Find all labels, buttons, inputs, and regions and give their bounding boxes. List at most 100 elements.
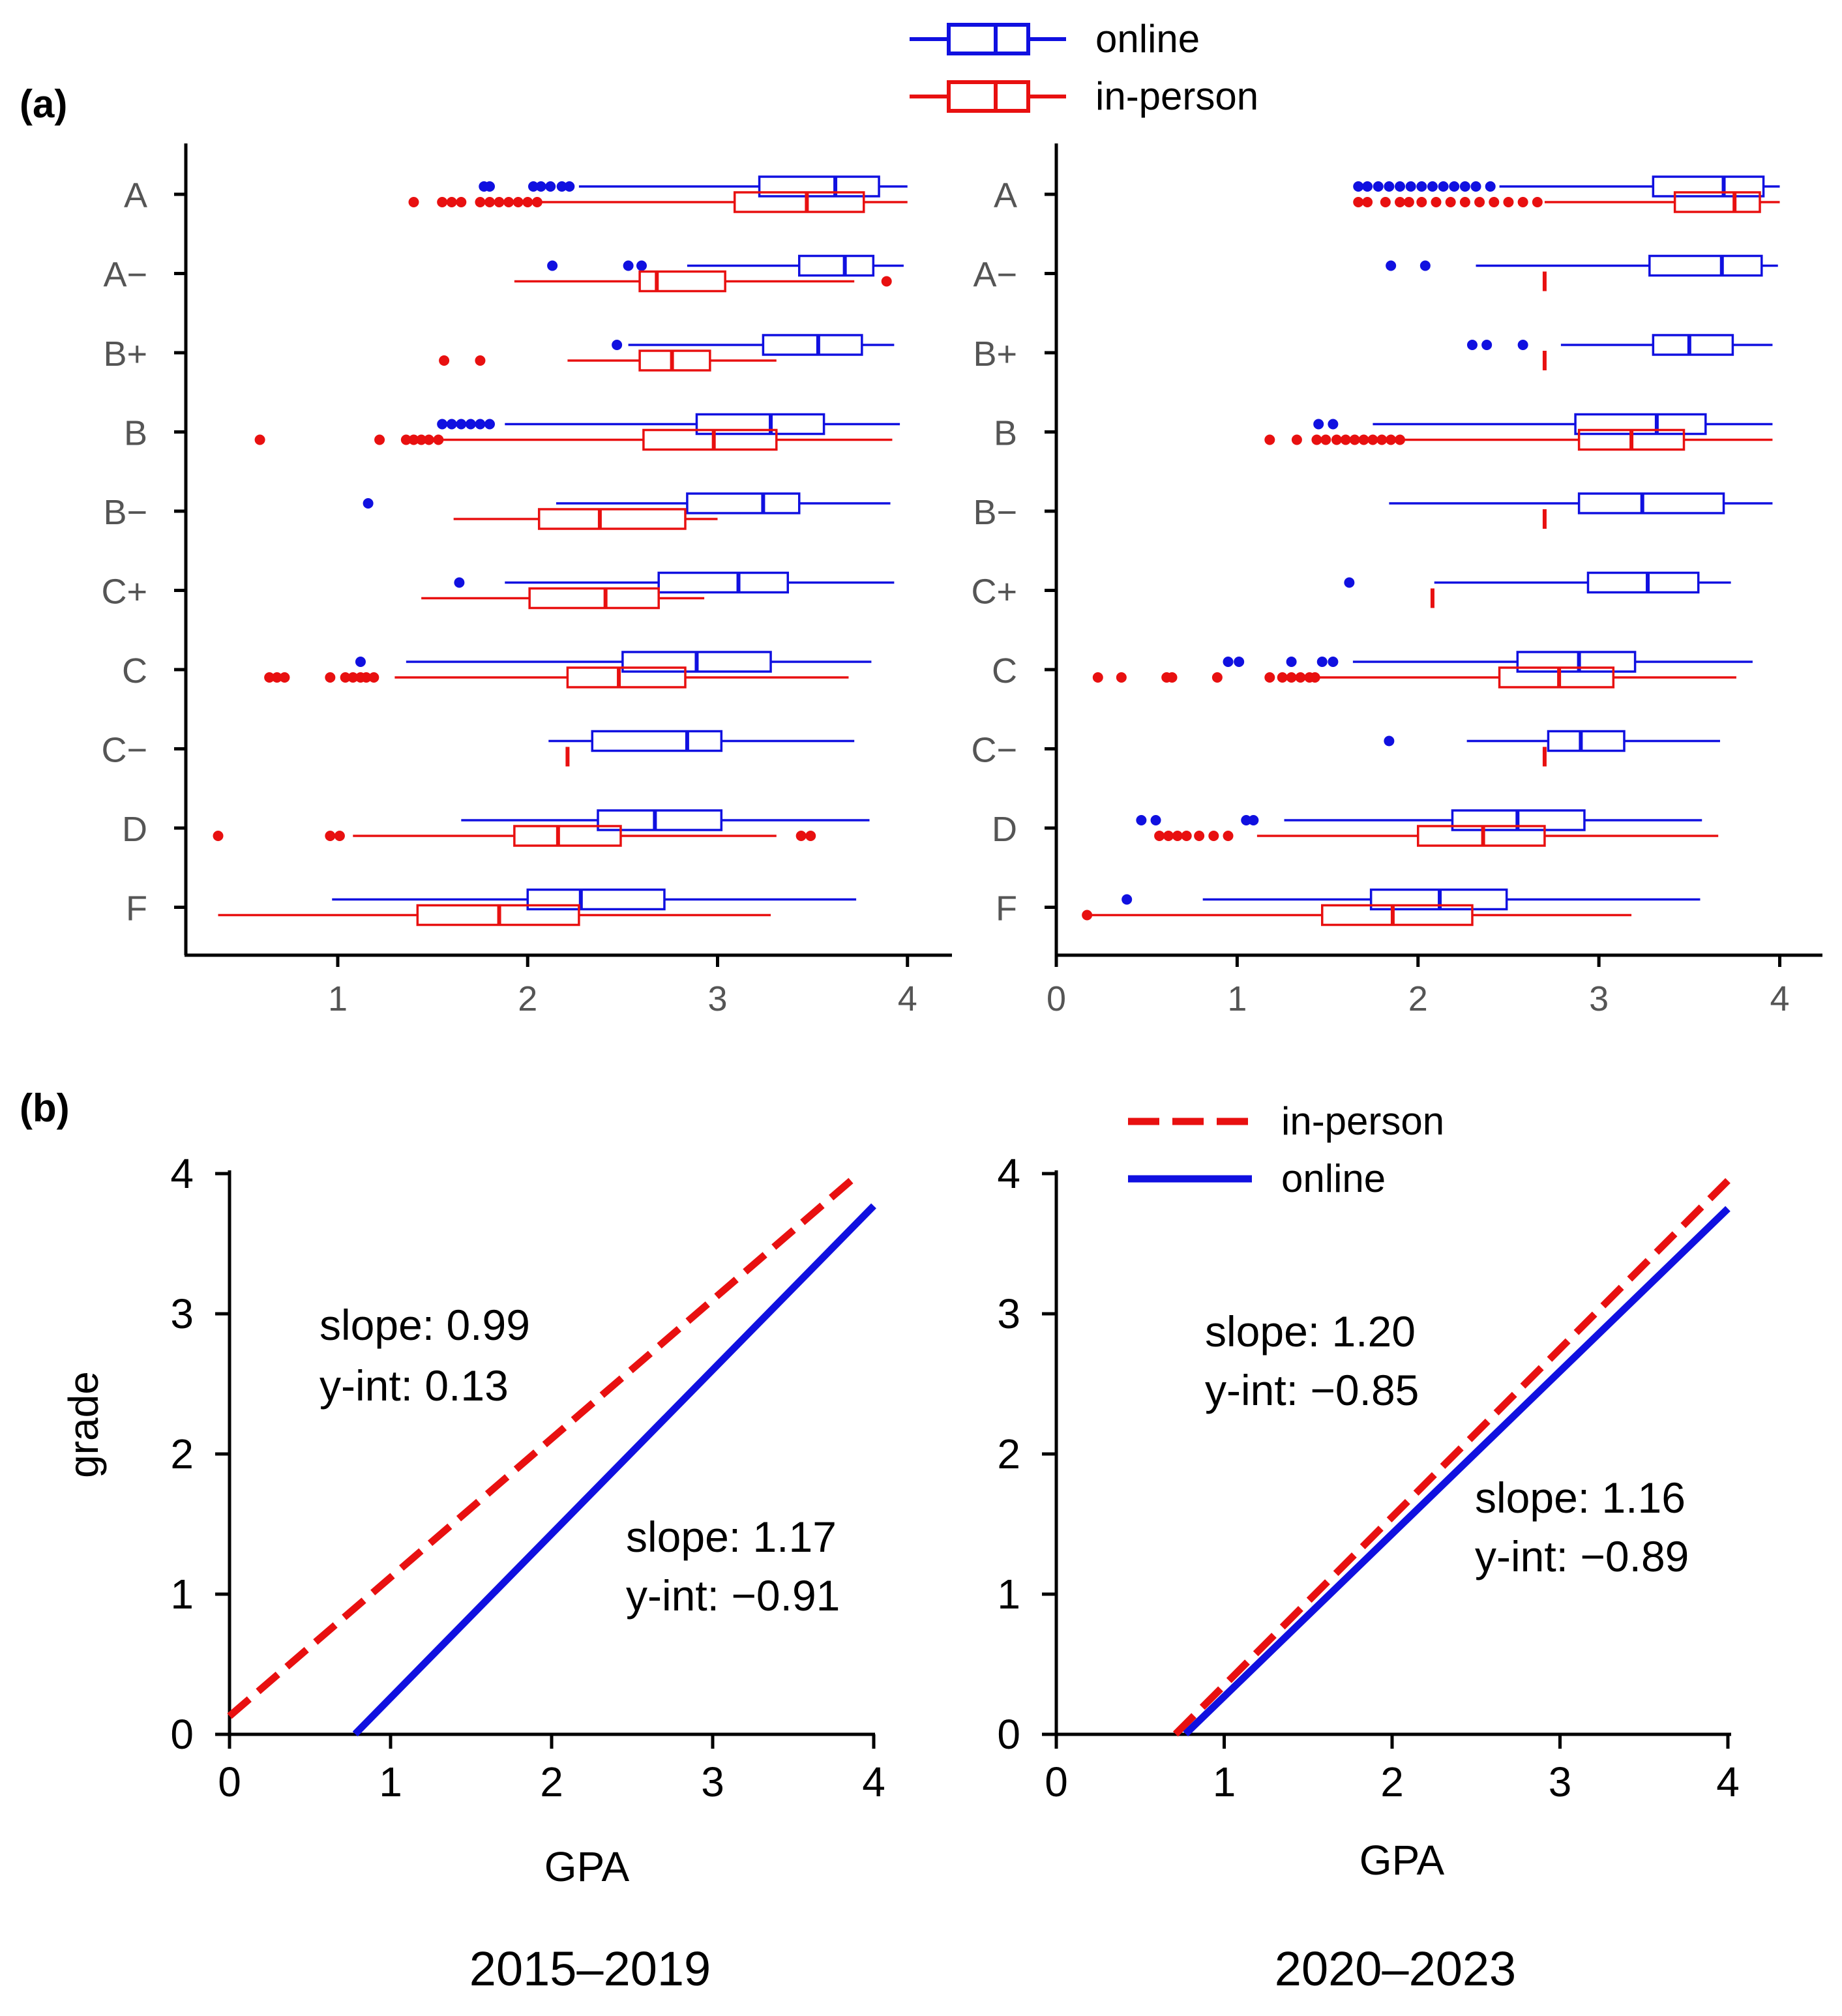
legend-b: in-person online bbox=[1128, 1099, 1444, 1200]
box-2015-2019-online-c-plus-box bbox=[657, 571, 790, 594]
annotation-online-2020-2023-slope: slope: 1.16 bbox=[1475, 1474, 1686, 1522]
box-2015-2019-in-person-b-plus-box bbox=[638, 349, 711, 372]
box-2015-2019-xtick-label-4: 4 bbox=[898, 979, 917, 1018]
line-2020-2023-xtick-label-4: 4 bbox=[1716, 1758, 1740, 1805]
box-2020-2023-online-a-minus-outlier-1 bbox=[1419, 260, 1431, 271]
box-2015-2019-online-b-minus-outlier-0 bbox=[363, 498, 374, 509]
legend-a-in-person-label: in-person bbox=[1095, 74, 1258, 118]
box-2015-2019-online-b-plus-outlier-0 bbox=[612, 340, 623, 350]
box-2015-2019-in-person-a-minus-box bbox=[638, 270, 726, 293]
box-2020-2023-in-person-c bbox=[1092, 666, 1736, 689]
box-2020-2023-online-b-outlier-1 bbox=[1328, 419, 1339, 430]
box-2015-2019-in-person-a-outlier-4 bbox=[475, 197, 486, 207]
box-2020-2023-online-c-outlier-4 bbox=[1328, 657, 1339, 667]
box-2020-2023-in-person-d bbox=[1154, 825, 1719, 847]
box-2020-2023-online-b-plus-outlier-1 bbox=[1481, 340, 1493, 350]
box-2020-2023-in-person-a-outlier-0 bbox=[1353, 197, 1364, 207]
box-plot-2015-2019: A A− B+ B B− C+ C C− D F 1 2 3 4 bbox=[101, 143, 952, 1018]
box-2020-2023-online-a-box bbox=[1652, 175, 1765, 198]
box-2015-2019-in-person-d-outlier-1 bbox=[325, 831, 336, 841]
box-2020-2023-in-person-d-outlier-6 bbox=[1223, 831, 1234, 841]
y-axis-title-grade: grade bbox=[60, 1371, 107, 1478]
box-2015-2019-in-person-a bbox=[408, 191, 908, 213]
box-2020-2023-online-a-outlier-10 bbox=[1459, 181, 1470, 192]
box-2015-2019-in-person-b-plus-outlier-1 bbox=[475, 355, 486, 366]
box-2015-2019-in-person-a-outlier-8 bbox=[512, 197, 524, 207]
box-2020-2023-xtick-label-0: 0 bbox=[1047, 979, 1066, 1018]
box-2015-2019-online-a-minus-outlier-2 bbox=[636, 260, 647, 271]
box-2020-2023-category-label-d: D bbox=[992, 810, 1017, 849]
box-2015-2019-in-person-a-box bbox=[733, 191, 865, 213]
box-2015-2019-in-person-a-outlier-6 bbox=[494, 197, 505, 207]
legend-b-in-person-label: in-person bbox=[1281, 1099, 1444, 1143]
box-2020-2023-online-c-plus bbox=[1344, 571, 1731, 594]
box-2020-2023-xtick-label-3: 3 bbox=[1589, 979, 1609, 1018]
box-2020-2023-online-a-outlier-6 bbox=[1416, 181, 1427, 192]
box-2020-2023-in-person-c-outlier-7 bbox=[1286, 672, 1297, 683]
box-2020-2023-online-b-minus bbox=[1389, 492, 1773, 514]
box-2020-2023-online-a-outlier-9 bbox=[1449, 181, 1460, 192]
box-2015-2019-in-person-a-outlier-5 bbox=[484, 197, 495, 207]
box-2015-2019-online-f-box bbox=[526, 888, 666, 911]
line-2020-2023-xtick-label-3: 3 bbox=[1549, 1758, 1572, 1805]
box-2020-2023-in-person-a-outlier-5 bbox=[1416, 197, 1427, 207]
box-2015-2019-category-label-f: F bbox=[126, 889, 147, 928]
legend-a-in-person-key bbox=[910, 80, 1066, 113]
box-2015-2019-online-c bbox=[355, 651, 872, 673]
box-2020-2023-in-person-a-outlier-3 bbox=[1395, 197, 1406, 207]
line-2015-2019-xtick-label-4: 4 bbox=[862, 1758, 885, 1805]
box-2020-2023-online-a-outlier-5 bbox=[1405, 181, 1416, 192]
line-chart-2015-2019-marks: 0 1 2 3 4 0 1 2 3 4 bbox=[170, 1150, 885, 1805]
box-2015-2019-online-a-outlier-6 bbox=[564, 181, 575, 192]
box-2020-2023-online-c-outlier-1 bbox=[1234, 657, 1245, 667]
line-2015-2019-xtick-label-2: 2 bbox=[540, 1758, 563, 1805]
box-2015-2019-category-label-b-plus: B+ bbox=[103, 334, 147, 374]
box-2020-2023-online-d-outlier-0 bbox=[1136, 815, 1147, 825]
box-2020-2023-in-person-b-outlier-7 bbox=[1358, 434, 1369, 445]
box-2020-2023-online-d bbox=[1136, 809, 1702, 831]
box-2015-2019-in-person-b-outlier-6 bbox=[433, 434, 444, 445]
box-2020-2023-online-b-outlier-0 bbox=[1313, 419, 1324, 430]
period-label-2015-2019: 2015–2019 bbox=[469, 1942, 711, 1996]
box-2020-2023-online-d-outlier-1 bbox=[1150, 815, 1161, 825]
box-2020-2023-in-person-a bbox=[1353, 191, 1780, 213]
box-2020-2023-online-b-plus bbox=[1466, 334, 1773, 356]
box-2015-2019-online-a-outlier-3 bbox=[535, 181, 546, 192]
box-2020-2023-online-b-plus-box bbox=[1652, 334, 1734, 356]
box-2020-2023-in-person-c-outlier-6 bbox=[1277, 672, 1288, 683]
line-2015-2019-series-online bbox=[352, 1203, 876, 1737]
box-2015-2019-online-a-box bbox=[758, 175, 880, 198]
line-2015-2019-ytick-label-1: 1 bbox=[170, 1571, 194, 1618]
box-2020-2023-in-person-a-outlier-10 bbox=[1489, 197, 1500, 207]
box-2015-2019-online-a-minus bbox=[547, 254, 904, 277]
line-2020-2023-ytick-label-3: 3 bbox=[997, 1290, 1020, 1337]
period-label-2020-2023: 2020–2023 bbox=[1275, 1942, 1516, 1996]
box-2020-2023-in-person-b-outlier-6 bbox=[1349, 434, 1360, 445]
box-2015-2019-online-b-plus-box bbox=[762, 334, 863, 356]
box-2020-2023-in-person-a-outlier-9 bbox=[1474, 197, 1485, 207]
box-2020-2023-online-c-box bbox=[1516, 651, 1637, 673]
box-2015-2019-online-d-box bbox=[597, 809, 723, 831]
box-2015-2019-category-label-c-minus: C− bbox=[101, 731, 147, 770]
line-chart-2015-2019: 0 1 2 3 4 0 1 2 3 4 grade GPA slope: 0.99 y-int: … bbox=[60, 1150, 885, 1996]
box-2015-2019-xtick-label-2: 2 bbox=[518, 979, 537, 1018]
box-2020-2023-xtick-label-1: 1 bbox=[1227, 979, 1247, 1018]
box-2015-2019-online-c-minus bbox=[548, 730, 855, 752]
box-2020-2023-online-a-outlier-12 bbox=[1485, 181, 1496, 192]
box-2020-2023-online-d-outlier-3 bbox=[1248, 815, 1259, 825]
box-2020-2023-online-c-outlier-3 bbox=[1316, 657, 1328, 667]
box-2015-2019-in-person-d-box bbox=[513, 825, 622, 847]
box-2015-2019-online-c-plus-outlier-0 bbox=[454, 577, 465, 588]
box-2020-2023-category-label-a: A bbox=[994, 176, 1017, 215]
box-2020-2023-in-person-b-outlier-2 bbox=[1311, 434, 1322, 445]
box-2020-2023-online-c-minus bbox=[1384, 730, 1720, 752]
box-2015-2019-online-b-outlier-2 bbox=[456, 419, 467, 430]
box-2015-2019-in-person-b-outlier-5 bbox=[423, 434, 434, 445]
panel-b-label: (b) bbox=[20, 1086, 70, 1130]
box-2015-2019-in-person-b-minus bbox=[453, 508, 718, 530]
box-2020-2023-online-a-outlier-2 bbox=[1373, 181, 1384, 192]
box-2015-2019-in-person-b-outlier-2 bbox=[400, 434, 411, 445]
box-2015-2019-online-a-outlier-1 bbox=[484, 181, 495, 192]
line-2020-2023-series-online bbox=[1183, 1206, 1731, 1737]
